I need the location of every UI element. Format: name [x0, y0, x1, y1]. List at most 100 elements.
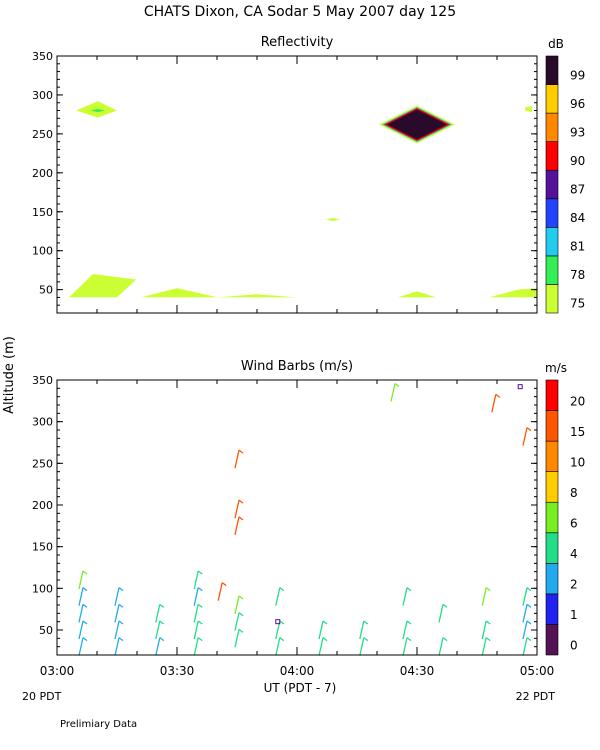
- wind-barb-shaft: [275, 637, 281, 656]
- colorbar-label: 4: [570, 547, 578, 561]
- wind-barb: [234, 499, 244, 519]
- colorbar-segment: [545, 624, 559, 656]
- wind-barb-shaft: [491, 394, 497, 413]
- wind-barb-shaft: [193, 570, 199, 590]
- reflectivity-region: [217, 294, 297, 298]
- wind-barb-shaft: [402, 587, 408, 606]
- colorbar-label: 96: [570, 97, 585, 111]
- wind-barb: [78, 587, 88, 606]
- colorbar-label: 6: [570, 517, 578, 531]
- colorbar-label: 87: [570, 183, 585, 197]
- wind-barb-shaft: [234, 595, 240, 615]
- wind-barb-flag: [406, 587, 412, 592]
- y-tick-label: 200: [32, 499, 53, 512]
- figure-title: CHATS Dixon, CA Sodar 5 May 2007 day 125: [144, 4, 456, 20]
- wind-barb-shaft: [522, 427, 528, 446]
- wind-barb-flag: [118, 587, 124, 592]
- wind-barb-shaft: [114, 604, 120, 623]
- colorbar-label: 84: [570, 211, 585, 225]
- wind-barb-flag: [82, 637, 88, 642]
- colorbar-segment: [545, 255, 559, 285]
- colorbar-label: 90: [570, 154, 585, 168]
- wind-barb: [522, 637, 532, 656]
- colorbar-unit: dB: [548, 37, 564, 51]
- wind-barb: [402, 637, 412, 656]
- wind-barb: [438, 603, 448, 623]
- wind-barb-shaft: [193, 604, 199, 623]
- wind-barb: [234, 628, 244, 648]
- wind-barb: [402, 620, 412, 640]
- wind-barb: [114, 603, 124, 623]
- calm-marker: [275, 619, 281, 625]
- wind-barb-shaft: [193, 587, 199, 606]
- wind-barb: [481, 620, 491, 640]
- y-tick-label: 150: [32, 206, 53, 219]
- wind-barb-flag: [82, 570, 88, 575]
- wind-barb-flag: [238, 595, 244, 600]
- y-tick-label: 250: [32, 128, 53, 141]
- wind-barb-shaft: [402, 620, 408, 640]
- wind-barb-shaft: [114, 637, 120, 656]
- x-tick-label: 03:00: [40, 664, 75, 678]
- wind-barb-shaft: [78, 604, 84, 623]
- colorbar-label: 0: [570, 639, 578, 653]
- wind-barb-flag: [279, 637, 285, 642]
- wind-barb: [390, 382, 400, 402]
- colorbar-label: 99: [570, 68, 585, 82]
- x-tick-label: 04:00: [280, 664, 315, 678]
- reflectivity-region: [90, 108, 105, 113]
- footer-note: Prelimiary Data: [60, 719, 137, 730]
- wind-barb-shaft: [481, 587, 487, 606]
- x-tick-label: 03:30: [160, 664, 195, 678]
- wind-barb-shaft: [78, 587, 84, 606]
- wind-barb: [491, 393, 501, 413]
- wind-barb-shaft: [438, 637, 444, 656]
- wind-barb: [155, 620, 165, 640]
- wind-barb-flag: [197, 570, 203, 575]
- wind-barb: [193, 620, 203, 640]
- colorbar-segment: [545, 284, 559, 314]
- wind-barb-shaft: [275, 587, 281, 606]
- colorbar-segment: [545, 563, 559, 595]
- wind-barb-flag: [406, 637, 412, 642]
- colorbar-segment: [545, 198, 559, 228]
- wind-barb: [193, 603, 203, 623]
- plot-frame: [56, 379, 538, 656]
- wind-barb-shaft: [193, 620, 199, 640]
- wind-barb: [114, 620, 124, 640]
- wind-barb: [275, 587, 285, 606]
- colorbar-segment: [545, 55, 559, 85]
- colorbar-label: 8: [570, 486, 578, 500]
- panel-title: Wind Barbs (m/s): [241, 359, 353, 374]
- wind-barb-shaft: [359, 620, 365, 640]
- wind-barb: [155, 603, 165, 623]
- colorbar-segment: [545, 501, 559, 534]
- wind-barb-flag: [238, 499, 244, 504]
- wind-barb-shaft: [234, 500, 240, 519]
- wind-barb-flag: [526, 587, 532, 592]
- wind-barb-shaft: [390, 383, 396, 402]
- wind-barb-flag: [82, 587, 88, 592]
- y-tick-label: 350: [32, 50, 53, 63]
- wind-barb-shaft: [522, 637, 528, 656]
- wind-barb: [78, 637, 88, 656]
- wind-barb-flag: [159, 637, 165, 642]
- wind-barb-shaft: [318, 620, 324, 640]
- wind-barb: [234, 612, 244, 631]
- y-tick-label: 350: [32, 374, 53, 387]
- wind-barb-flag: [526, 620, 532, 625]
- colorbar-segment: [545, 112, 559, 142]
- wind-barb: [193, 570, 203, 590]
- wind-barb-flag: [322, 637, 328, 642]
- wind-barb-shaft: [114, 620, 120, 640]
- wind-barb: [114, 587, 124, 606]
- colorbar-segment: [545, 169, 559, 200]
- wind-barb: [217, 582, 227, 601]
- wind-barb: [359, 637, 369, 656]
- reflectivity-contour-layer: [387, 109, 447, 140]
- calm-marker: [517, 384, 523, 390]
- wind-barb-flag: [485, 587, 491, 592]
- wind-barb-shaft: [78, 637, 84, 656]
- wind-barb-flag: [82, 603, 88, 608]
